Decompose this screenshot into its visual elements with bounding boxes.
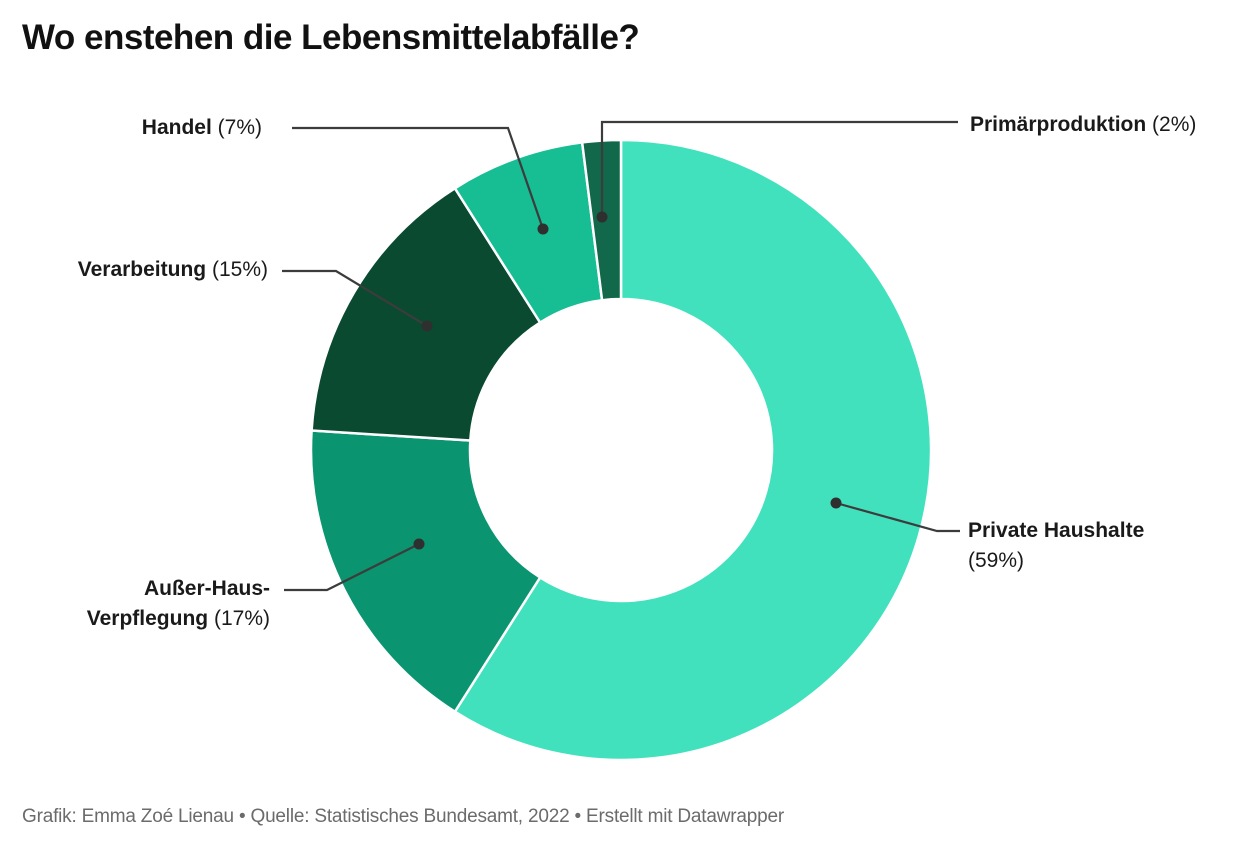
slice-label-name: Außer-Haus-Verpflegung — [86, 577, 270, 630]
slice-label-verarbeitung: Verarbeitung (15%) — [78, 255, 268, 285]
slice-label-private-haushalte: Private Haushalte (59%) — [968, 516, 1183, 576]
leader-line-primaerproduktion — [600, 120, 958, 217]
pie-slice-verarbeitung[interactable] — [310, 187, 542, 442]
leader-dot-handel — [537, 223, 549, 235]
pie-slice-ausser-haus-verpflegung[interactable] — [309, 429, 542, 713]
slice-label-pct: (17%) — [213, 607, 270, 630]
slice-label-pct: (59%) — [968, 549, 1025, 572]
slice-label-pct: (2%) — [1152, 113, 1197, 136]
leader-dot-ausser-haus-verpflegung — [413, 538, 425, 550]
leader-dot-private-haushalte — [830, 497, 842, 509]
leader-line-handel — [292, 126, 545, 230]
slice-label-name: Private Haushalte — [968, 519, 1145, 542]
chart-footer-byline: Grafik: Emma Zoé Lienau • Quelle: Statis… — [22, 806, 784, 827]
slice-label-name: Verarbeitung — [77, 258, 207, 281]
pie-slice-private-haushalte[interactable] — [453, 138, 933, 762]
slice-label-name: Handel — [141, 116, 212, 139]
leader-dot-primaerproduktion — [596, 211, 608, 223]
slice-label-pct: (15%) — [211, 258, 268, 281]
slice-label-primaerproduktion: Primärproduktion (2%) — [970, 110, 1196, 140]
leader-line-ausser-haus-verpflegung — [284, 543, 420, 592]
leader-line-verarbeitung — [282, 269, 428, 327]
chart-title: Wo enstehen die Lebensmittelabfälle? — [22, 18, 640, 57]
leader-dot-verarbeitung — [421, 320, 433, 332]
slice-label-ausser-haus-verpflegung: Außer-Haus-Verpflegung (17%) — [55, 574, 270, 634]
leader-line-private-haushalte — [835, 501, 960, 533]
slice-label-name: Primärproduktion — [970, 113, 1147, 136]
slice-label-handel: Handel (7%) — [142, 113, 262, 143]
slice-label-pct: (7%) — [217, 116, 262, 139]
